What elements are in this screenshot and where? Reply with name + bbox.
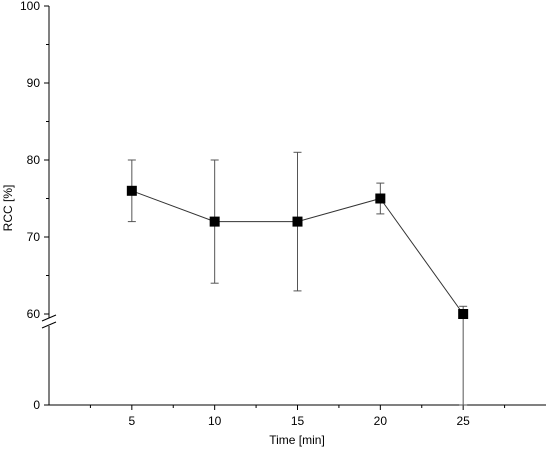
data-point bbox=[458, 309, 469, 319]
y-tick-label: 100 bbox=[20, 0, 40, 13]
y-tick-label: 70 bbox=[27, 230, 41, 244]
axis-break-mark bbox=[41, 314, 57, 322]
y-tick-label: 80 bbox=[27, 153, 41, 167]
data-series bbox=[126, 185, 469, 319]
x-tick-label: 10 bbox=[208, 414, 222, 428]
y-tick-label: 60 bbox=[27, 307, 41, 321]
ticks: 0 60 70 80 90 100 5 10 15 20 25 bbox=[20, 0, 506, 428]
data-point bbox=[292, 216, 303, 227]
x-tick-label: 25 bbox=[456, 414, 470, 428]
error-bars bbox=[127, 151, 468, 406]
x-tick-label: 5 bbox=[128, 414, 135, 428]
data-point bbox=[209, 216, 220, 227]
y-tick-label: 90 bbox=[27, 76, 41, 90]
data-point bbox=[126, 185, 137, 196]
axis-break-mark bbox=[41, 321, 57, 329]
x-tick-label: 20 bbox=[374, 414, 388, 428]
axes bbox=[41, 6, 546, 406]
y-tick-label: 0 bbox=[33, 398, 40, 412]
data-point bbox=[375, 193, 386, 204]
x-tick-label: 15 bbox=[291, 414, 305, 428]
y-axis-label: RCC [%] bbox=[1, 185, 15, 232]
x-axis-label: Time [min] bbox=[269, 433, 325, 447]
